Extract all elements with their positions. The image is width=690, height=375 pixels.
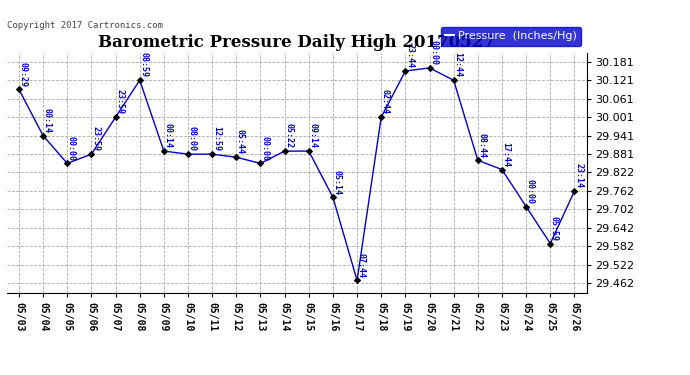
- Title: Barometric Pressure Daily High 20170527: Barometric Pressure Daily High 20170527: [98, 34, 495, 51]
- Text: 09:14: 09:14: [308, 123, 317, 148]
- Point: [110, 114, 121, 120]
- Text: 00:14: 00:14: [164, 123, 172, 148]
- Point: [328, 194, 339, 200]
- Text: 00:00: 00:00: [67, 136, 76, 160]
- Text: 12:59: 12:59: [212, 126, 221, 152]
- Point: [545, 240, 556, 246]
- Text: 05:44: 05:44: [236, 129, 245, 154]
- Text: 05:14: 05:14: [333, 170, 342, 195]
- Point: [400, 68, 411, 74]
- Text: 00:00: 00:00: [526, 179, 535, 204]
- Point: [62, 160, 73, 166]
- Point: [86, 151, 97, 157]
- Point: [230, 154, 241, 160]
- Text: 23:59: 23:59: [115, 89, 124, 114]
- Point: [569, 188, 580, 194]
- Text: 02:44: 02:44: [381, 89, 390, 114]
- Text: 00:00: 00:00: [260, 136, 269, 160]
- Text: 09:29: 09:29: [19, 62, 28, 87]
- Text: 07:44: 07:44: [357, 253, 366, 278]
- Point: [182, 151, 193, 157]
- Text: 23:14: 23:14: [574, 164, 583, 188]
- Text: 05:59: 05:59: [550, 216, 559, 241]
- Text: 00:00: 00:00: [429, 40, 438, 65]
- Text: 23:59: 23:59: [91, 126, 100, 152]
- Point: [158, 148, 169, 154]
- Point: [255, 160, 266, 166]
- Point: [497, 166, 508, 172]
- Text: 08:00: 08:00: [188, 126, 197, 152]
- Text: 17:44: 17:44: [502, 142, 511, 167]
- Point: [37, 133, 48, 139]
- Text: 05:22: 05:22: [284, 123, 293, 148]
- Point: [520, 204, 531, 210]
- Legend: Pressure  (Inches/Hg): Pressure (Inches/Hg): [441, 27, 581, 46]
- Point: [303, 148, 314, 154]
- Point: [424, 65, 435, 71]
- Point: [448, 77, 460, 83]
- Text: 08:59: 08:59: [139, 53, 148, 78]
- Point: [207, 151, 218, 157]
- Text: 08:44: 08:44: [477, 132, 486, 158]
- Point: [351, 278, 363, 284]
- Point: [375, 114, 386, 120]
- Text: 23:44: 23:44: [405, 43, 414, 68]
- Point: [134, 77, 145, 83]
- Point: [14, 87, 25, 93]
- Point: [279, 148, 290, 154]
- Point: [472, 158, 483, 164]
- Text: Copyright 2017 Cartronics.com: Copyright 2017 Cartronics.com: [7, 21, 163, 30]
- Text: 00:14: 00:14: [43, 108, 52, 133]
- Text: 12:44: 12:44: [453, 53, 462, 78]
